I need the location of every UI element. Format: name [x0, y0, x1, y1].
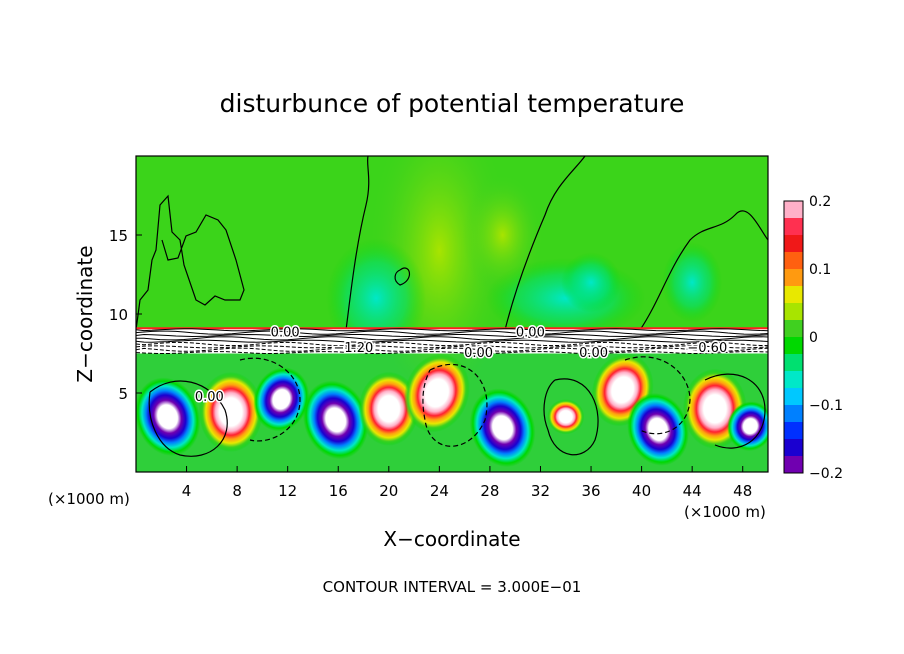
- inversion-contour-7: [136, 347, 768, 352]
- contour-line-3: [639, 210, 768, 331]
- colorbar-swatch-10: [784, 371, 803, 389]
- contour-line-10: [239, 357, 301, 442]
- x-tick-label-36: 36: [581, 482, 600, 500]
- upper-patch-3: [561, 252, 622, 313]
- x-tick-label-48: 48: [733, 482, 752, 500]
- eddy-9: [627, 392, 689, 466]
- colorbar-swatch-5: [784, 286, 803, 304]
- eddy-0: [136, 377, 201, 457]
- colorbar-tick-label-3: −0.1: [809, 398, 843, 414]
- x-unit-left: (×1000 m): [48, 490, 130, 508]
- contour-label-4: 0.00: [579, 346, 608, 361]
- x-axis-label: X−coordinate: [383, 527, 520, 551]
- x-tick-label-8: 8: [232, 482, 242, 500]
- contour-label-1: 0.00: [516, 325, 545, 340]
- contour-label-0: 0.00: [271, 325, 300, 340]
- colorbar-swatch-1: [784, 218, 803, 236]
- contour-labels: 0.00 0.00 −1.20 0.00 0.00 −0.60 0.00: [193, 324, 728, 407]
- y-tick-label-15: 15: [109, 227, 128, 245]
- contour-line-7: [543, 378, 599, 456]
- inversion-contour-8: [136, 351, 768, 355]
- eddy-5: [403, 353, 470, 433]
- eddy-2: [253, 367, 310, 432]
- colorbar-frame: [783, 200, 804, 474]
- x-tick-label-32: 32: [531, 482, 550, 500]
- colorbar-swatch-2: [784, 235, 803, 253]
- colorbar-swatch-7: [784, 320, 803, 338]
- contour-line-0: [136, 194, 245, 331]
- upper-patch-4: [462, 175, 543, 295]
- x-tick-label-20: 20: [379, 482, 398, 500]
- contour-line-8: [624, 356, 691, 435]
- x-unit-right: (×1000 m): [684, 503, 766, 521]
- x-tick-label-44: 44: [683, 482, 702, 500]
- x-tick-label-40: 40: [632, 482, 651, 500]
- colorbar-tick-label-4: −0.2: [809, 466, 843, 482]
- upper-patch-5: [662, 242, 723, 323]
- y-axis-label: Z−coordinate: [73, 245, 97, 382]
- colorbar-swatch-3: [784, 252, 803, 270]
- contour-line-4: [394, 267, 410, 286]
- x-axis-ticks: 4 8 12 16 20 24 28 32 36 40 44 48: [182, 466, 752, 500]
- colorbar-swatch-12: [784, 405, 803, 423]
- contour-line-9: [704, 373, 766, 449]
- x-tick-label-16: 16: [329, 482, 348, 500]
- eddy-11: [727, 401, 768, 451]
- y-tick-label-10: 10: [109, 306, 128, 324]
- eddy-7: [547, 399, 585, 435]
- colorbar-swatch-13: [784, 422, 803, 440]
- x-tick-label-12: 12: [278, 482, 297, 500]
- eddy-3: [302, 380, 369, 460]
- inversion-contour-2: [136, 333, 768, 338]
- contour-label-6: 0.00: [195, 390, 224, 405]
- inversion-contour-3: [136, 336, 768, 341]
- inversion-contour-4: [136, 339, 768, 343]
- colorbar: 0.2 0.1 0 −0.1 −0.2: [783, 194, 843, 482]
- colorbar-swatch-8: [784, 337, 803, 355]
- contour-line-1: [345, 156, 370, 331]
- contour-label-3: 0.00: [464, 346, 493, 361]
- upper-field-patches: [326, 156, 723, 401]
- chart-title: disturbunce of potential temperature: [220, 89, 685, 118]
- contour-interval: CONTOUR INTERVAL = 3.000E−01: [323, 578, 582, 596]
- inversion-layer: [136, 327, 768, 355]
- contour-lines: [136, 156, 768, 457]
- colorbar-tick-label-0: 0.2: [809, 194, 831, 210]
- y-tick-label-5: 5: [118, 385, 128, 403]
- x-tick-label-4: 4: [182, 482, 192, 500]
- inversion-contour-5: [136, 341, 768, 347]
- colorbar-swatch-9: [784, 354, 803, 372]
- colorbar-tick-label-1: 0.1: [809, 262, 831, 278]
- contour-label-2: −1.20: [333, 341, 373, 356]
- colorbar-tick-label-2: 0: [809, 330, 818, 346]
- x-tick-label-28: 28: [480, 482, 499, 500]
- y-axis-ticks: 5 10 15: [109, 227, 142, 403]
- colorbar-swatch-6: [784, 303, 803, 321]
- contour-line-2: [504, 156, 586, 331]
- inversion-contour-6: [136, 345, 768, 349]
- colorbar-swatch-14: [784, 439, 803, 457]
- contour-label-5: −0.60: [687, 341, 727, 356]
- plot-area: [136, 156, 768, 472]
- colorbar-swatch-11: [784, 388, 803, 406]
- eddy-4: [358, 371, 419, 446]
- contour-line-6: [422, 363, 488, 447]
- colorbar-swatch-0: [784, 201, 803, 219]
- colorbar-swatch-15: [784, 456, 803, 474]
- eddy-1: [198, 371, 263, 452]
- inversion-contour-0: [136, 328, 768, 332]
- eddy-6: [469, 388, 536, 468]
- x-tick-label-24: 24: [430, 482, 449, 500]
- lower-field-eddies: [136, 353, 768, 468]
- contour-line-5: [148, 380, 228, 457]
- inversion-contour-1: [136, 330, 768, 335]
- colorbar-swatch-4: [784, 269, 803, 287]
